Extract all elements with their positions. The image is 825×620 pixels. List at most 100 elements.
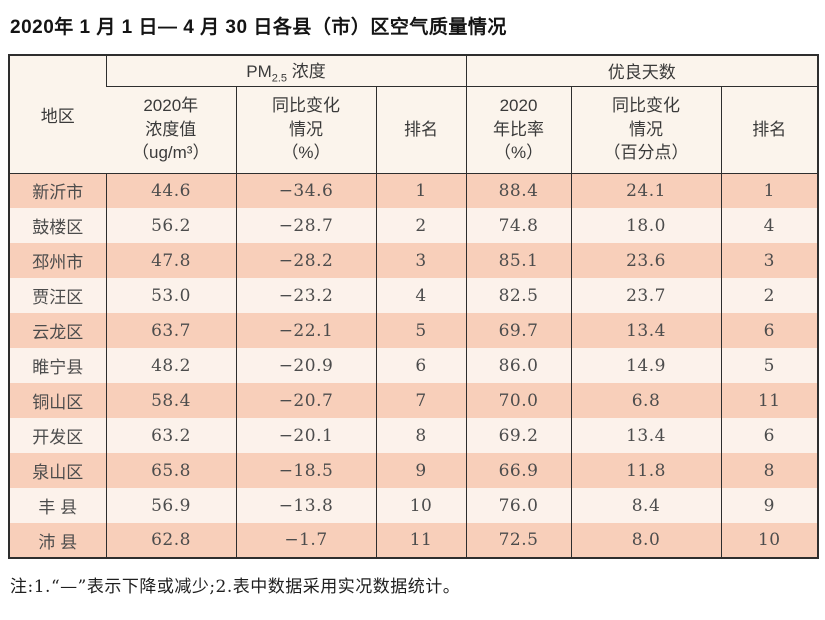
pm25-label-suffix: 浓度 (287, 62, 326, 82)
cell-pm-value: 58.4 (105, 383, 236, 418)
pm25-label-prefix: PM (246, 62, 272, 82)
cell-good-change: 13.4 (570, 313, 722, 348)
cell-pm-change: −23.2 (235, 278, 376, 313)
cell-good-rank: 3 (720, 243, 819, 278)
cell-good-rank: 2 (720, 278, 819, 313)
cell-region: 新沂市 (9, 173, 106, 208)
cell-pm-change: −20.1 (235, 418, 376, 453)
cell-good-ratio: 88.4 (465, 173, 572, 208)
cell-good-change: 6.8 (570, 383, 722, 418)
cell-region: 泉山区 (9, 453, 106, 488)
cell-region: 丰 县 (9, 488, 106, 523)
cell-good-rank: 8 (720, 453, 819, 488)
column-header-region: 地区 (9, 55, 106, 174)
cell-pm-rank: 11 (375, 523, 467, 558)
cell-pm-value: 47.8 (105, 243, 236, 278)
cell-pm-value: 63.7 (105, 313, 236, 348)
cell-pm-change: −18.5 (235, 453, 376, 488)
column-group-pm25: PM2.5 浓度 (105, 55, 467, 87)
column-header-good-change: 同比变化 情况 （百分点） (570, 86, 722, 174)
cell-pm-rank: 6 (375, 348, 467, 383)
cell-good-change: 24.1 (570, 173, 722, 208)
cell-pm-change: −28.2 (235, 243, 376, 278)
cell-pm-rank: 7 (375, 383, 467, 418)
cell-pm-value: 44.6 (105, 173, 236, 208)
table-row: 新沂市 44.6 −34.6 1 88.4 24.1 1 (9, 173, 819, 208)
cell-good-ratio: 66.9 (465, 453, 572, 488)
cell-good-change: 8.4 (570, 488, 722, 523)
page-title: 2020年 1 月 1 日— 4 月 30 日各县（市）区空气质量情况 (10, 17, 507, 38)
cell-region: 鼓楼区 (9, 208, 106, 243)
column-header-pm-change: 同比变化 情况 （%） (235, 86, 376, 174)
header-group-row: 地区 PM2.5 浓度 优良天数 (9, 55, 819, 174)
cell-region: 沛 县 (9, 523, 106, 558)
cell-pm-rank: 9 (375, 453, 467, 488)
table-row: 泉山区 65.8 −18.5 9 66.9 11.8 8 (9, 453, 819, 488)
column-header-good-ratio: 2020 年比率 （%） (465, 86, 572, 174)
cell-good-ratio: 76.0 (465, 488, 572, 523)
cell-pm-value: 56.9 (105, 488, 236, 523)
cell-good-rank: 5 (720, 348, 819, 383)
table-row: 铜山区 58.4 −20.7 7 70.0 6.8 11 (9, 383, 819, 418)
column-header-good-rank: 排名 (720, 86, 819, 174)
cell-pm-rank: 10 (375, 488, 467, 523)
cell-pm-rank: 3 (375, 243, 467, 278)
cell-good-rank: 6 (720, 418, 819, 453)
cell-good-change: 23.6 (570, 243, 722, 278)
cell-pm-value: 62.8 (105, 523, 236, 558)
cell-pm-value: 65.8 (105, 453, 236, 488)
column-header-pm-rank: 排名 (375, 86, 467, 174)
cell-pm-value: 48.2 (105, 348, 236, 383)
cell-good-ratio: 74.8 (465, 208, 572, 243)
cell-pm-value: 63.2 (105, 418, 236, 453)
cell-pm-change: −20.7 (235, 383, 376, 418)
cell-good-ratio: 69.2 (465, 418, 572, 453)
table-row: 鼓楼区 56.2 −28.7 2 74.8 18.0 4 (9, 208, 819, 243)
article-page: 2020年 1 月 1 日— 4 月 30 日各县（市）区空气质量情况 地区 P… (8, 17, 820, 597)
cell-good-ratio: 69.7 (465, 313, 572, 348)
header-sub-row: 2020年 浓度值 （ug/m³） 同比变化 情况 （%） 排名 2020 年比… (9, 86, 819, 174)
cell-good-ratio: 86.0 (465, 348, 572, 383)
cell-region: 开发区 (9, 418, 106, 453)
table-row: 云龙区 63.7 −22.1 5 69.7 13.4 6 (9, 313, 819, 348)
cell-pm-change: −22.1 (235, 313, 376, 348)
cell-good-change: 14.9 (570, 348, 722, 383)
cell-good-change: 13.4 (570, 418, 722, 453)
table-row: 丰 县 56.9 −13.8 10 76.0 8.4 9 (9, 488, 819, 523)
cell-good-change: 18.0 (570, 208, 722, 243)
cell-good-change: 8.0 (570, 523, 722, 558)
cell-pm-rank: 2 (375, 208, 467, 243)
cell-region: 铜山区 (9, 383, 106, 418)
table-row: 开发区 63.2 −20.1 8 69.2 13.4 6 (9, 418, 819, 453)
cell-region: 贾汪区 (9, 278, 106, 313)
footnote: 注:1.“—”表示下降或减少;2.表中数据采用实况数据统计。 (10, 577, 461, 597)
table-row: 睢宁县 48.2 −20.9 6 86.0 14.9 5 (9, 348, 819, 383)
cell-good-rank: 4 (720, 208, 819, 243)
cell-pm-value: 56.2 (105, 208, 236, 243)
cell-pm-change: −28.7 (235, 208, 376, 243)
cell-pm-change: −20.9 (235, 348, 376, 383)
cell-good-ratio: 85.1 (465, 243, 572, 278)
cell-region: 睢宁县 (9, 348, 106, 383)
column-group-good-days: 优良天数 (465, 55, 819, 87)
cell-good-rank: 6 (720, 313, 819, 348)
cell-pm-change: −13.8 (235, 488, 376, 523)
table-row: 沛 县 62.8 −1.7 11 72.5 8.0 10 (9, 523, 819, 558)
cell-good-ratio: 72.5 (465, 523, 572, 558)
cell-region: 云龙区 (9, 313, 106, 348)
cell-pm-value: 53.0 (105, 278, 236, 313)
cell-pm-change: −1.7 (235, 523, 376, 558)
cell-good-ratio: 82.5 (465, 278, 572, 313)
cell-good-rank: 10 (720, 523, 819, 558)
air-quality-table: 地区 PM2.5 浓度 优良天数 2020年 浓度值 （ug/m³） 同比变化 … (8, 54, 820, 559)
cell-good-rank: 9 (720, 488, 819, 523)
table-row: 邳州市 47.8 −28.2 3 85.1 23.6 3 (9, 243, 819, 278)
table-row: 贾汪区 53.0 −23.2 4 82.5 23.7 2 (9, 278, 819, 313)
pm25-subscript: 2.5 (271, 72, 288, 85)
cell-good-ratio: 70.0 (465, 383, 572, 418)
cell-pm-rank: 5 (375, 313, 467, 348)
column-header-pm-value: 2020年 浓度值 （ug/m³） (106, 86, 236, 174)
cell-pm-rank: 4 (375, 278, 467, 313)
cell-good-change: 23.7 (570, 278, 722, 313)
cell-pm-rank: 8 (375, 418, 467, 453)
